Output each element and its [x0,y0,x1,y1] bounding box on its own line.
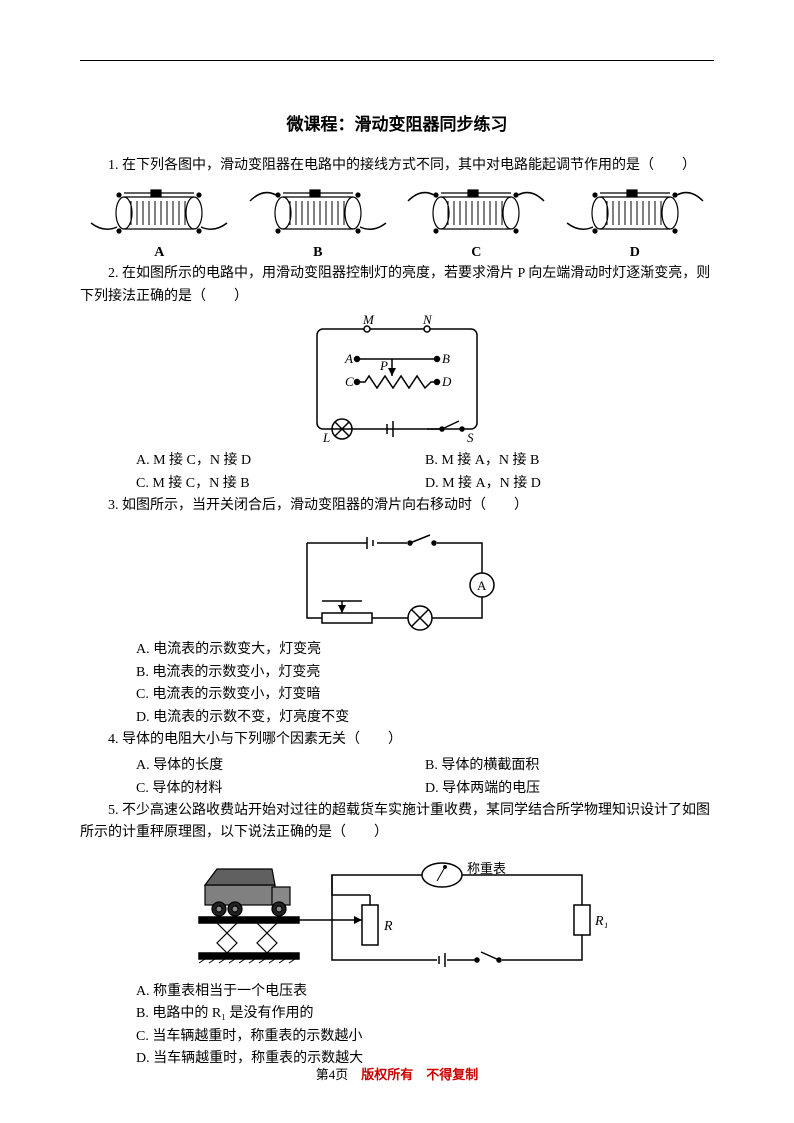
q1-option-c: C [406,183,546,261]
q2-options: A. M 接 C，N 接 D C. M 接 C，N 接 B B. M 接 A，N… [136,450,714,495]
q2-circuit-icon: M N A B C D P L S [287,314,507,444]
svg-text:D: D [441,374,452,389]
q4-opt-d: D. 导体两端的电压 [425,778,714,800]
q3-opt-c: C. 电流表的示数变小，灯变暗 [136,684,714,706]
q5-circuit-icon: 称重表 R₁ R [187,855,607,975]
svg-text:R: R [383,919,393,934]
q5-opt-b: B. 电路中的 R₁ 是没有作用的 [136,1003,714,1025]
q1-text: 1. 在下列各图中，滑动变阻器在电路中的接线方式不同，其中对电路能起调节作用的是… [80,155,714,177]
q3-figure: A [80,523,714,633]
svg-text:S: S [467,430,474,444]
q2-opt-b: B. M 接 A，N 接 B [425,450,714,472]
q5-figure: 称重表 R₁ R [80,855,714,975]
q3-circuit-icon: A [282,523,512,633]
q4-opt-a: A. 导体的长度 [136,755,425,777]
q1-option-d: D [565,183,705,261]
q5-options: A. 称重表相当于一个电压表 B. 电路中的 R₁ 是没有作用的 C. 当车辆越… [136,981,714,1071]
q1-label-b: B [313,245,322,261]
q2-opt-c: C. M 接 C，N 接 B [136,473,425,495]
svg-text:L: L [322,430,330,444]
q1-option-a: A [89,183,229,261]
svg-text:P: P [379,358,388,373]
q3-text: 3. 如图所示，当开关闭合后，滑动变阻器的滑片向右移动时（ ） [80,495,714,517]
q5-opt-c: C. 当车辆越重时，称重表的示数越小 [136,1026,714,1048]
page-title: 微课程：滑动变阻器同步练习 [80,110,714,135]
q5-opt-a: A. 称重表相当于一个电压表 [136,981,714,1003]
q1-label-a: A [154,245,164,261]
svg-text:称重表: 称重表 [467,861,506,876]
rheostat-icon-d [565,183,705,243]
q2-opt-d: D. M 接 A，N 接 D [425,473,714,495]
q2-opt-a: A. M 接 C，N 接 D [136,450,425,472]
svg-text:N: N [422,314,433,327]
q3-opt-b: B. 电流表的示数变小，灯变亮 [136,662,714,684]
svg-text:B: B [442,351,450,366]
q3-options: A. 电流表的示数变大，灯变亮 B. 电流表的示数变小，灯变亮 C. 电流表的示… [136,639,714,729]
q1-option-b: B [248,183,388,261]
q4-options: A. 导体的长度 C. 导体的材料 B. 导体的横截面积 D. 导体两端的电压 [136,755,714,800]
copyright-text: 版权所有 不得复制 [361,1067,478,1082]
q2-text: 2. 在如图所示的电路中，用滑动变阻器控制灯的亮度，若要求滑片 P 向左端滑动时… [80,263,714,308]
header-rule [80,60,714,61]
rheostat-icon-b [248,183,388,243]
page-footer: 第4页 版权所有 不得复制 [0,1064,794,1083]
svg-text:C: C [345,374,354,389]
q1-label-c: C [471,245,481,261]
q1-label-d: D [630,245,640,261]
svg-text:A: A [344,351,353,366]
q4-opt-b: B. 导体的横截面积 [425,755,714,777]
svg-text:M: M [362,314,375,327]
q3-opt-a: A. 电流表的示数变大，灯变亮 [136,639,714,661]
q2-figure: M N A B C D P L S [80,314,714,444]
svg-text:R₁: R₁ [594,914,607,929]
rheostat-icon-a [89,183,229,243]
q4-opt-c: C. 导体的材料 [136,778,425,800]
q1-figure-row: A B [80,183,714,261]
q5-text: 5. 不少高速公路收费站开始对过往的超载货车实施计重收费，某同学结合所学物理知识… [80,800,714,845]
rheostat-icon-c [406,183,546,243]
q3-opt-d: D. 电流表的示数不变，灯亮度不变 [136,707,714,729]
page-number: 第4页 [316,1067,349,1082]
svg-text:A: A [477,578,487,593]
q4-text: 4. 导体的电阻大小与下列哪个因素无关（ ） [80,729,714,751]
